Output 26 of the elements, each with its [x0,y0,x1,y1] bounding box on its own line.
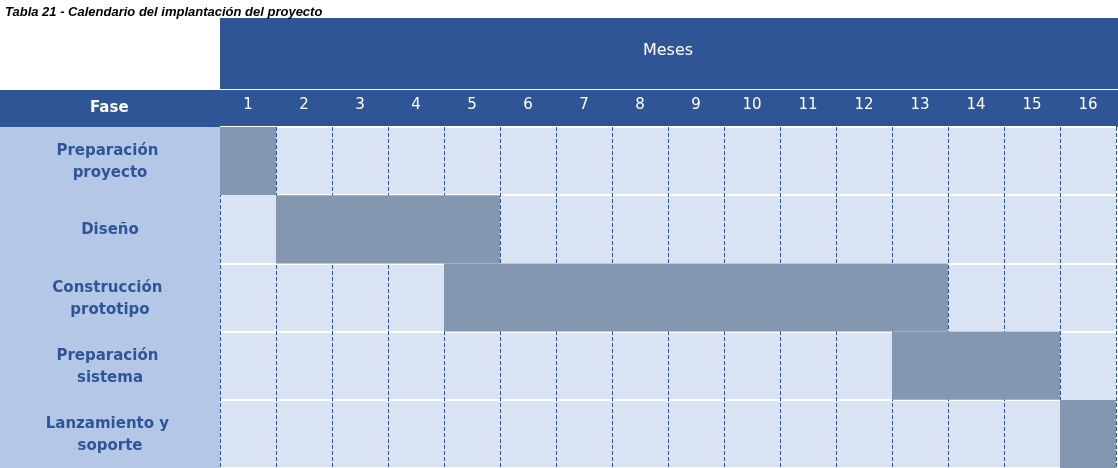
x-tick-label: 6 [523,94,533,113]
x-tick-label: 16 [1078,94,1098,113]
y-tick-label: Construcción prototipo [52,277,168,318]
x-tick-label: 1 [243,94,253,113]
y-tick-label: Lanzamiento y soporte [45,413,175,454]
x-tick-label: 7 [579,94,589,113]
bar [220,127,276,196]
y-tick-label: Diseño [81,220,139,239]
x-axis-title: Meses [642,39,694,59]
x-tick-label: 5 [467,94,477,113]
bar [1060,399,1116,468]
y-tick-label: Preparación sistema [56,345,164,386]
chart-title: Tabla 21 - Calendario del implantación del proyecto [5,4,323,19]
y-tick-label: Preparación proyecto [56,141,164,182]
x-tick-label: 2 [299,94,309,113]
x-tick-label: 14 [966,94,986,113]
x-tick-label: 15 [1022,94,1042,113]
x-tick-label: 8 [635,94,645,113]
x-tick-label: 12 [854,94,874,113]
x-tick-label: 3 [355,94,365,113]
x-tick-label: 4 [411,94,421,113]
x-tick-label: 9 [691,94,701,113]
x-tick-label: 11 [798,94,818,113]
x-tick-label: 10 [742,94,762,113]
y-axis-title: Fase [90,97,129,116]
x-tick-label: 13 [910,94,930,113]
